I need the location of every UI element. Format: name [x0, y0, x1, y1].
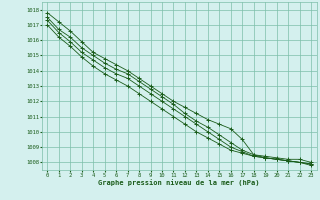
X-axis label: Graphe pression niveau de la mer (hPa): Graphe pression niveau de la mer (hPa)	[99, 179, 260, 186]
